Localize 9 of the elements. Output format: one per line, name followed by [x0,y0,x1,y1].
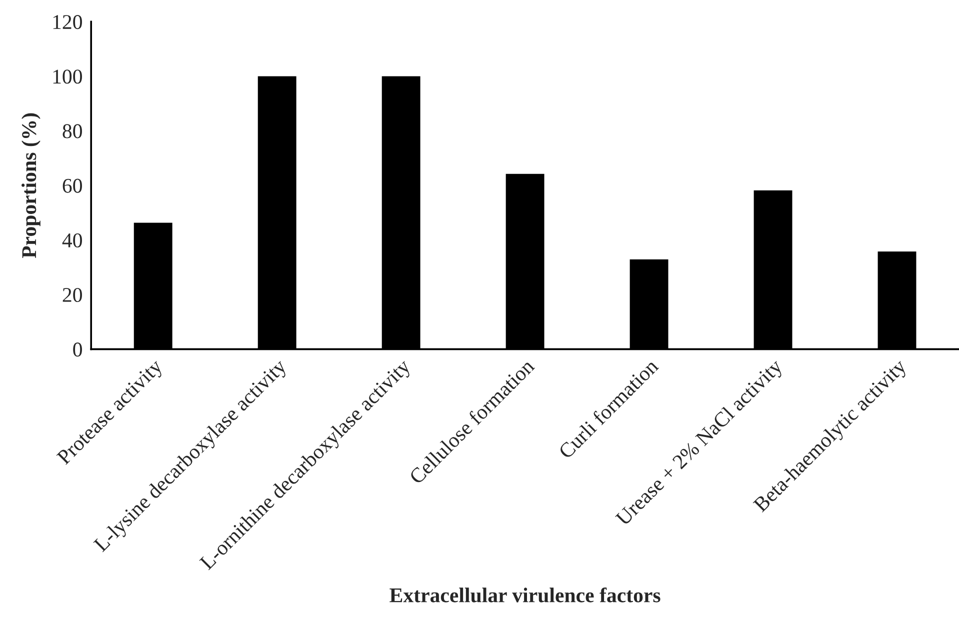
x-axis-title: Extracellular virulence factors [390,587,660,602]
y-tick-label: 40 [62,233,82,248]
y-tick-label: 0 [73,342,82,357]
y-tick-label: 80 [62,124,82,138]
y-tick-label: 100 [53,70,82,84]
y-tick-label: 60 [62,178,82,193]
y-tick-label: 120 [53,15,82,30]
y-tick-label: 20 [62,288,82,302]
y-axis-title: Proportions (%) [22,113,40,258]
